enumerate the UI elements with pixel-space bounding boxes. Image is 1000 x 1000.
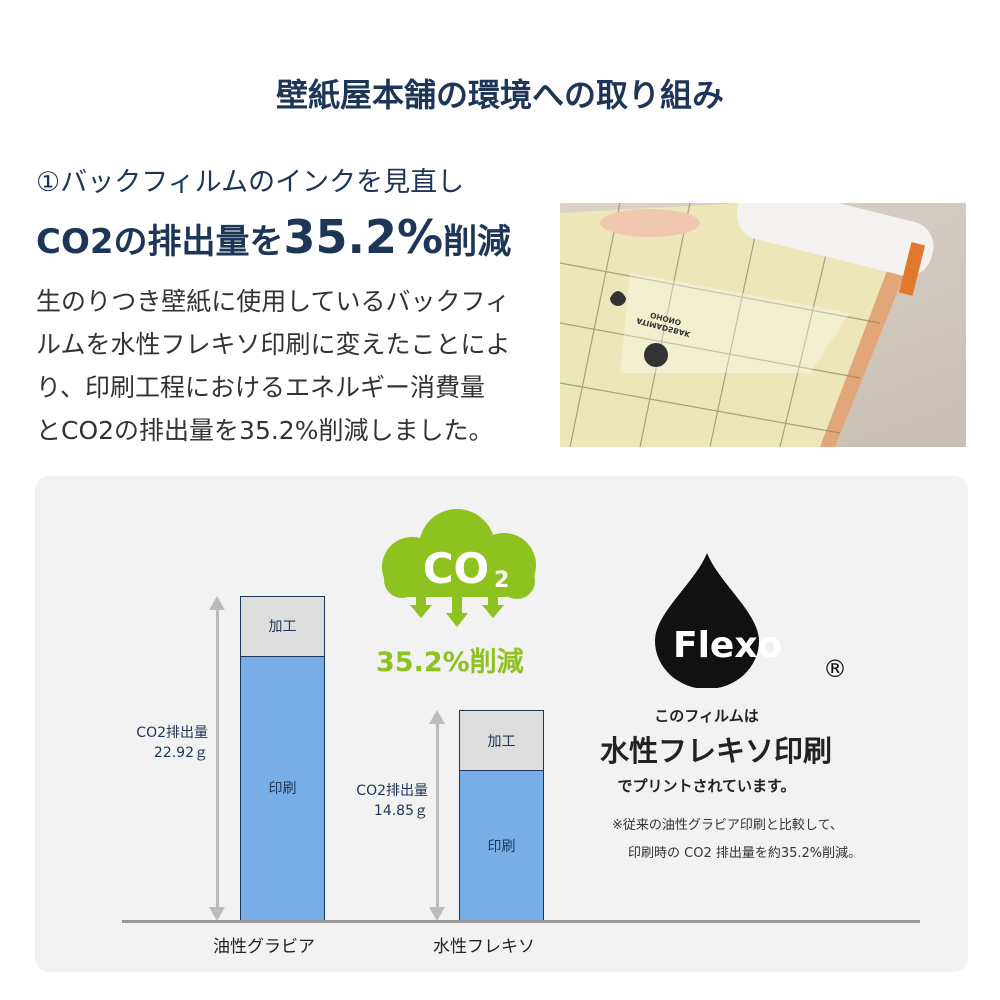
value-label-amount: 22.92ｇ [153,745,208,762]
headline-suffix: 削減 [443,222,512,262]
paragraph-line: り、印刷工程におけるエネルギー消費量 [36,373,486,402]
flexo-line2: 水性フレキソ印刷 [600,734,833,768]
section-headline: CO2の排出量を35.2%削減 [36,210,511,264]
bar-oil-gravure: 加工 印刷 [240,595,325,921]
section-paragraph: 生のりつき壁紙に使用しているバックフィ ルムを水性フレキソ印刷に変えたことによ … [36,280,536,452]
value-label: CO2排出量 14.85ｇ [325,781,428,821]
bar-segment-printing: 印刷 [460,771,543,920]
product-photo: ATIMADSBAK OHONO [560,203,966,447]
flexo-logo-text: Flexo [673,625,782,666]
section-subtitle: ①バックフィルムのインクを見直し [36,167,465,198]
page-title: 壁紙屋本舗の環境への取り組み [275,76,724,114]
bar-segment-printing: 印刷 [241,656,324,920]
co2-reduction-text: 35.2%削減 [376,647,524,678]
bar-height-arrow [429,710,445,921]
flexo-note2: 印刷時の CO2 排出量を約35.2%削減。 [628,846,862,861]
co2-subscript: 2 [494,568,509,593]
flexo-drop-logo: Flexo ® [655,553,855,692]
registered-mark: ® [823,655,847,683]
value-label-title: CO2排出量 [136,725,208,742]
bar-segment-processing: 加工 [460,711,543,772]
bar-water-flexo: 加工 印刷 [459,710,544,921]
flexo-line1: このフィルムは [654,707,759,725]
bar-height-arrow [209,595,225,921]
wallpaper-roll-illustration: ATIMADSBAK OHONO [560,203,934,447]
chart-baseline [122,920,920,923]
flexo-note1: ※従来の油性グラビア印刷と比較して、 [612,818,843,833]
value-label-amount: 14.85ｇ [373,802,428,819]
paragraph-line: ルムを水性フレキソ印刷に変えたことによ [36,330,511,359]
value-label: CO2排出量 22.92ｇ [105,723,208,763]
co2-text: CO [423,544,490,593]
co2-cloud-icon: CO 2 [372,505,544,639]
category-label: 油性グラビア [213,937,315,957]
headline-value: 35.2% [283,210,444,264]
bar-segment-processing: 加工 [241,596,324,657]
flexo-line3: でプリントされています。 [617,777,796,795]
value-label-title: CO2排出量 [356,782,428,799]
paragraph-line: とCO2の排出量を35.2%削減しました。 [36,416,494,445]
paragraph-line: 生のりつき壁紙に使用しているバックフィ [36,287,511,316]
category-label: 水性フレキソ [433,937,535,957]
headline-prefix: CO2の排出量を [36,222,284,262]
